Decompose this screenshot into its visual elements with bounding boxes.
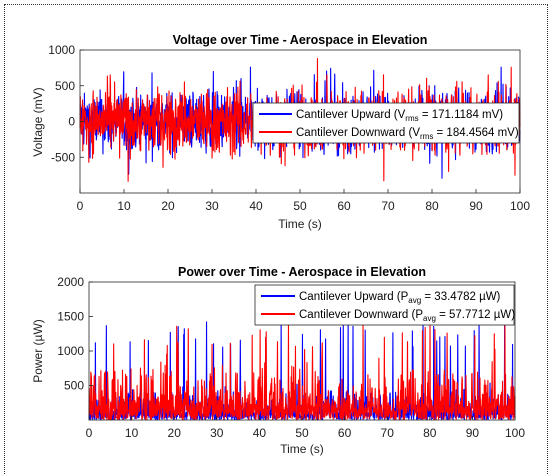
voltage-y-tick-label: 0 xyxy=(68,115,75,129)
figure-frame xyxy=(4,4,548,474)
power-y-tick-label: 500 xyxy=(64,379,84,393)
power-x-tick-label: 30 xyxy=(210,426,224,440)
voltage-chart: Voltage over Time - Aerospace in Elevati… xyxy=(31,33,530,231)
voltage-y-tick-label: -500 xyxy=(51,150,75,164)
voltage-y-tick-label: 1000 xyxy=(48,43,75,57)
power-x-tick-label: 50 xyxy=(295,426,309,440)
power-x-tick-label: 0 xyxy=(86,426,93,440)
voltage-y-axis-label: Voltage (mV) xyxy=(31,87,45,156)
voltage-x-tick-label: 90 xyxy=(469,199,483,213)
power-series-downward xyxy=(88,322,516,421)
voltage-legend: Cantilever Upward (Vrms = 171.1184 mV) C… xyxy=(252,102,520,144)
power-legend-upward: Cantilever Upward (Pavg = 33.4782 µW) xyxy=(299,291,501,305)
power-legend: Cantilever Upward (Pavg = 33.4782 µW) Ca… xyxy=(254,284,515,326)
power-x-tick-label: 90 xyxy=(466,426,480,440)
voltage-x-tick-label: 50 xyxy=(293,199,307,213)
power-x-tick-label: 60 xyxy=(338,426,352,440)
power-legend-downward: Cantilever Downward (Pavg = 57.7712 µW) xyxy=(299,309,515,323)
power-chart: Power over Time - Aerospace in Elevation… xyxy=(31,265,525,456)
power-y-tick-label: 2000 xyxy=(57,275,84,289)
power-chart-title: Power over Time - Aerospace in Elevation xyxy=(178,265,426,279)
voltage-x-axis-label: Time (s) xyxy=(278,217,322,231)
voltage-x-tick-label: 30 xyxy=(205,199,219,213)
voltage-chart-title: Voltage over Time - Aerospace in Elevati… xyxy=(173,33,428,47)
power-y-axis-label: Power (µW) xyxy=(31,319,45,383)
power-series xyxy=(88,316,516,421)
power-x-tick-label: 10 xyxy=(125,426,139,440)
power-x-tick-label: 80 xyxy=(423,426,437,440)
power-x-tick-label: 40 xyxy=(253,426,267,440)
power-y-tick-label: 1500 xyxy=(57,310,84,324)
voltage-x-tick-label: 20 xyxy=(161,199,175,213)
voltage-x-tick-label: 40 xyxy=(249,199,263,213)
power-x-tick-label: 100 xyxy=(505,426,525,440)
voltage-x-tick-label: 100 xyxy=(510,199,530,213)
power-legend-box xyxy=(254,284,515,326)
power-ticks: 0 10 20 30 40 50 60 70 80 90 100 500 1000 1500 2000 xyxy=(57,275,525,440)
voltage-ticks: 0 10 20 30 40 50 60 70 80 90 100 -500 0 500 1000 xyxy=(48,43,530,213)
power-x-tick-label: 70 xyxy=(381,426,395,440)
power-x-axis-label: Time (s) xyxy=(280,442,324,456)
voltage-x-tick-label: 10 xyxy=(117,199,131,213)
power-y-tick-label: 1000 xyxy=(57,344,84,358)
power-x-tick-label: 20 xyxy=(168,426,182,440)
voltage-y-tick-label: 500 xyxy=(55,79,75,93)
voltage-x-tick-label: 0 xyxy=(77,199,84,213)
voltage-legend-downward: Cantilever Downward (Vrms = 184.4564 mV) xyxy=(296,127,519,141)
voltage-x-tick-label: 80 xyxy=(425,199,439,213)
voltage-legend-upward: Cantilever Upward (Vrms = 171.1184 mV) xyxy=(296,109,503,123)
voltage-x-tick-label: 60 xyxy=(337,199,351,213)
voltage-legend-box xyxy=(252,102,520,144)
voltage-x-tick-label: 70 xyxy=(381,199,395,213)
